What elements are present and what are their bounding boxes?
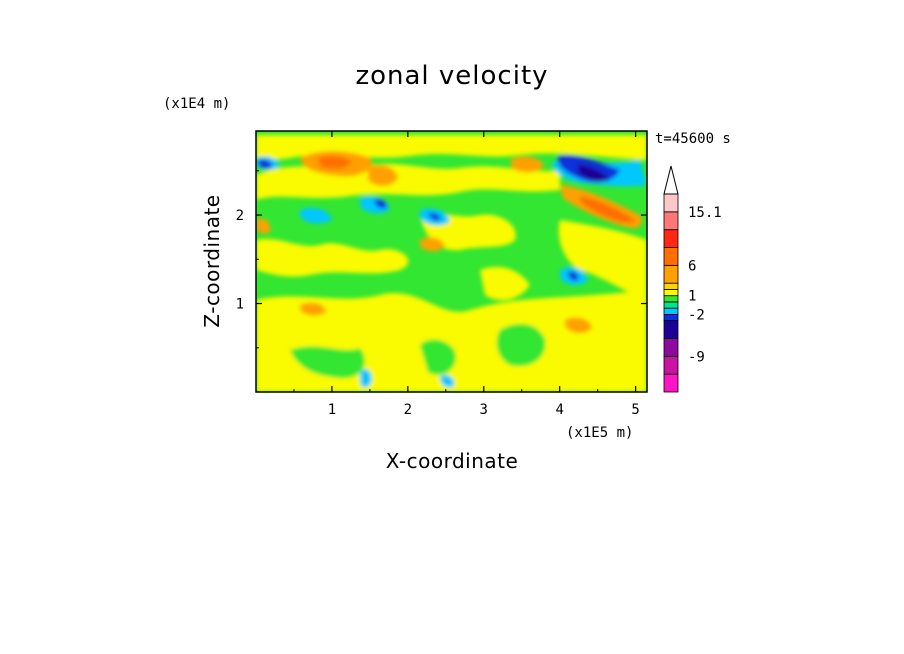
- x-tick-label: 4: [555, 402, 563, 418]
- field-band: [300, 208, 332, 224]
- x-tick-label: 5: [631, 402, 639, 418]
- field-band: [440, 374, 455, 388]
- field-band: [480, 266, 530, 301]
- field-band: [256, 238, 409, 277]
- field-band: [568, 271, 579, 281]
- x-axis-label: X-coordinate: [386, 449, 519, 473]
- field-band: [578, 164, 610, 182]
- y-axis: 12: [236, 170, 647, 349]
- colorbar: 15.1 6 1 -2 -9: [663, 165, 722, 393]
- colorbar-segment: [663, 301, 679, 309]
- x-tick-label: 1: [328, 402, 336, 418]
- y-tick-label: 1: [236, 297, 244, 313]
- contour-field: [256, 131, 647, 392]
- colorbar-label: 1: [688, 289, 696, 305]
- field-band: [360, 369, 372, 388]
- field-band: [318, 155, 352, 169]
- y-axis-label: Z-coordinate: [200, 194, 224, 327]
- chart-title: zonal velocity: [355, 61, 548, 91]
- colorbar-segment: [663, 314, 679, 322]
- field-band: [420, 237, 445, 252]
- field-band: [368, 165, 398, 186]
- y-unit-label: (x1E4 m): [163, 96, 230, 112]
- colorbar-label: 15.1: [688, 205, 722, 221]
- field-band: [579, 196, 635, 223]
- field-band: [258, 159, 273, 169]
- colorbar-label: -2: [688, 307, 705, 323]
- field-band: [300, 302, 326, 316]
- colorbar-segment: [663, 295, 679, 303]
- field-band: [420, 339, 456, 375]
- x-unit-label: (x1E5 m): [566, 425, 633, 441]
- colorbar-segment: [663, 282, 679, 290]
- colorbar-segment: [663, 247, 679, 266]
- colorbar-segment: [663, 338, 679, 357]
- field-band: [496, 323, 546, 367]
- plot-frame: [255, 130, 648, 393]
- colorbar-label: 6: [688, 258, 696, 274]
- colorbar-extend-arrow: [663, 165, 679, 195]
- field-band: [558, 220, 647, 300]
- field-band: [374, 199, 387, 209]
- colorbar-segment: [663, 211, 679, 231]
- field-band: [290, 346, 365, 379]
- colorbar-segment: [663, 264, 679, 284]
- x-axis: 1 2 3 4 5: [293, 131, 640, 418]
- field-band: [510, 156, 544, 173]
- field-band: [428, 212, 441, 221]
- colorbar-segment: [663, 307, 679, 315]
- field-band: [565, 317, 592, 334]
- colorbar-segment: [663, 355, 679, 375]
- colorbar-segment: [663, 289, 679, 297]
- x-tick-label: 3: [480, 402, 488, 418]
- colorbar-label: -9: [688, 349, 705, 365]
- time-label: t=45600 s: [655, 131, 731, 147]
- field-band: [256, 218, 271, 234]
- colorbar-segment: [663, 193, 679, 213]
- colorbar-segment: [663, 229, 679, 248]
- y-tick-label: 2: [236, 208, 244, 224]
- colorbar-segment: [663, 373, 679, 393]
- colorbar-segment: [663, 320, 679, 339]
- x-tick-label: 2: [404, 402, 412, 418]
- field-band: [256, 371, 300, 392]
